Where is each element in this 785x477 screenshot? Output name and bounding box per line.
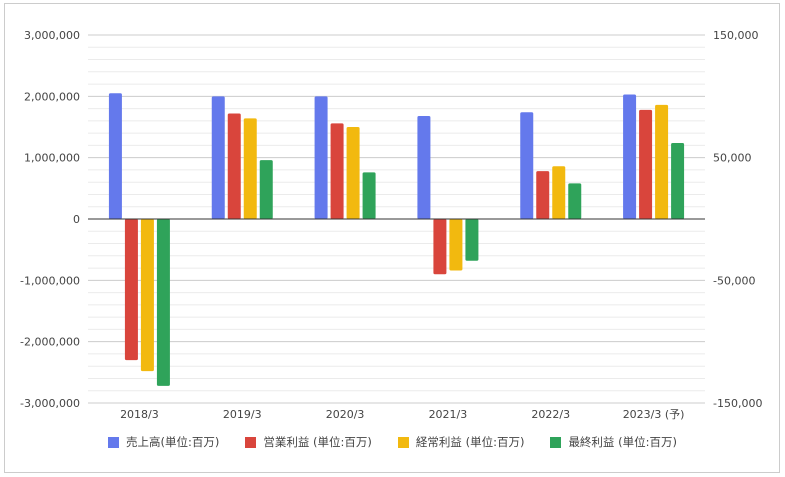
- bar-series-1-cat-5: [520, 112, 534, 219]
- bar-series-4-cat-6: [671, 142, 685, 219]
- legend: 売上高(単位:百万) 営業利益 (単位:百万) 経常利益 (単位:百万) 最終利益 (…: [0, 432, 785, 452]
- legend-item-3: 経常利益 (単位:百万): [397, 434, 525, 450]
- legend-swatch: [550, 436, 562, 448]
- gridlines: [88, 34, 705, 404]
- left-axis-tick-label: -1,000,000: [20, 274, 80, 287]
- bar-series-1-cat-6: [623, 94, 637, 219]
- bar-series-4-cat-4: [465, 219, 479, 261]
- bar-series-4-cat-1: [156, 219, 170, 386]
- bar-series-3-cat-4: [449, 219, 463, 271]
- legend-item-4: 最終利益 (単位:百万): [550, 434, 677, 450]
- right-axis-tick-label: -150,000: [713, 397, 762, 410]
- legend-label: 最終利益 (単位:百万): [568, 435, 677, 449]
- right-axis-tick-label: 150,000: [713, 29, 759, 42]
- left-axis-ticks: 3,000,000 2,000,000 1,000,000 0 -1,000,000 -2…: [20, 29, 80, 410]
- bar-series-3-cat-6: [655, 104, 669, 219]
- left-axis-tick-label: -2,000,000: [20, 336, 80, 349]
- legend-label: 売上高(単位:百万): [126, 435, 220, 449]
- bar-series-3-cat-3: [346, 127, 360, 219]
- legend-label: 営業利益 (単位:百万): [263, 435, 372, 449]
- right-axis-tick-label: -50,000: [713, 274, 755, 287]
- left-axis-tick-label: 1,000,000: [24, 152, 80, 165]
- bar-series-3-cat-2: [243, 118, 257, 219]
- legend-swatch: [108, 436, 120, 448]
- left-axis-tick-label: 3,000,000: [24, 29, 80, 42]
- bar-series-2-cat-6: [639, 109, 653, 219]
- legend-swatch: [245, 436, 257, 448]
- x-axis-tick-label: 2021/3: [429, 408, 468, 421]
- right-axis-tick-label: 50,000: [713, 152, 752, 165]
- legend-swatch: [397, 436, 409, 448]
- bar-series-3-cat-1: [140, 219, 154, 372]
- right-axis-ticks: 150,000 50,000 -50,000 -150,000: [713, 29, 762, 410]
- x-axis-tick-label: 2018/3: [120, 408, 159, 421]
- x-axis-tick-label: 2023/3 (予): [623, 408, 685, 421]
- left-axis-tick-label: 0: [73, 213, 80, 226]
- bar-series-2-cat-4: [433, 219, 447, 275]
- legend-item-1: 売上高(単位:百万): [108, 434, 219, 450]
- bar-series-1-cat-4: [417, 115, 431, 219]
- x-axis-ticks: 2018/3 2019/3 2020/3 2021/3 2022/3 2023/3 (予): [120, 408, 684, 421]
- bars: [108, 93, 685, 386]
- bar-series-2-cat-3: [330, 123, 344, 219]
- bar-series-3-cat-5: [552, 166, 566, 219]
- chart-plot: 3,000,000 2,000,000 1,000,000 0 -1,000,000 -2…: [20, 29, 762, 421]
- bar-series-4-cat-5: [568, 183, 582, 219]
- x-axis-tick-label: 2020/3: [326, 408, 365, 421]
- bar-series-2-cat-2: [227, 113, 241, 219]
- x-axis-tick-label: 2019/3: [223, 408, 262, 421]
- legend-item-2: 営業利益 (単位:百万): [245, 434, 372, 450]
- bar-series-4-cat-2: [259, 160, 273, 219]
- bar-series-2-cat-1: [124, 219, 138, 361]
- bar-series-1-cat-1: [108, 93, 122, 219]
- bar-series-2-cat-5: [536, 171, 550, 219]
- bar-series-1-cat-3: [314, 96, 328, 219]
- legend-label: 経常利益 (単位:百万): [415, 435, 525, 449]
- bar-series-1-cat-2: [211, 96, 225, 219]
- left-axis-tick-label: -3,000,000: [20, 397, 80, 410]
- x-axis-tick-label: 2022/3: [531, 408, 570, 421]
- left-axis-tick-label: 2,000,000: [24, 90, 80, 103]
- bar-series-4-cat-3: [362, 172, 376, 219]
